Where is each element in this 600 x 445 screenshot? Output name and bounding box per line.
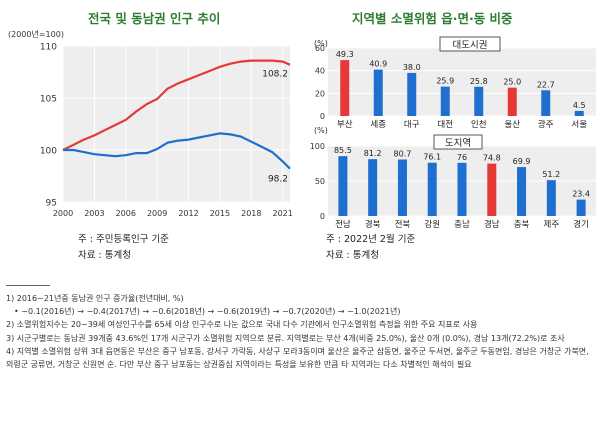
data-label: 81.2 <box>364 149 382 158</box>
data-label: 69.9 <box>513 157 531 166</box>
bar-인천 <box>474 86 484 116</box>
category-label: 전북 <box>395 219 411 230</box>
footnote-separator <box>6 285 50 286</box>
bar-경기 <box>576 199 586 216</box>
y-tick-label: 105 <box>40 95 57 105</box>
category-label: 제주 <box>544 220 560 230</box>
data-label: 51.2 <box>542 170 560 179</box>
panel-name: 도지역 <box>445 138 471 149</box>
category-label: 충남 <box>454 220 470 230</box>
line-chart: 95 100 105 110 2000 2003 2006 2009 2012 2015 2018 2… <box>40 43 293 219</box>
bar-서울 <box>574 110 584 116</box>
x-tick-label: 2018 <box>241 209 261 218</box>
data-label: 49.3 <box>336 50 354 59</box>
bar-세종 <box>373 69 383 116</box>
data-label: 85.5 <box>334 146 352 155</box>
bar-울산 <box>507 87 517 116</box>
x-tick-label: 2000 <box>53 209 73 218</box>
series-end-label: 98.2 <box>268 175 288 185</box>
bar-경남 <box>487 163 497 216</box>
data-label: 25.8 <box>470 77 488 86</box>
footnote-2: 2) 소멸위험지수는 20~39세 여성인구수를 65세 이상 인구수로 나눈 … <box>6 320 478 330</box>
data-label: 40.9 <box>369 60 387 69</box>
data-label: 74.8 <box>483 154 501 163</box>
bar-부산 <box>340 60 350 116</box>
unit-label: (%) <box>314 39 328 48</box>
panel-name-box <box>439 36 501 52</box>
footnote-1: 1) 2016~21년중 동남권 인구 증가율(전년대비, %) <box>6 294 184 303</box>
footnote-4: 4) 지역별 소멸위험 상위 3대 읍면동은 부산은 중구 남포동, 강서구 가… <box>6 346 589 370</box>
category-label: 경북 <box>365 219 381 230</box>
bar-대전 <box>440 86 450 116</box>
data-label: 25.9 <box>436 77 454 86</box>
bar-광주 <box>541 90 551 116</box>
x-tick-label: 2015 <box>210 209 230 218</box>
category-label: 경기 <box>573 219 589 230</box>
bar-경북 <box>368 159 378 216</box>
panel-name-box <box>433 134 483 150</box>
panel-name: 대도시권 <box>453 39 488 51</box>
category-label: 울산 <box>504 119 520 130</box>
bar-chart-publisher: 자료 : 통계청 <box>326 250 379 261</box>
data-label: 76 <box>457 153 467 162</box>
x-tick-label: 2003 <box>84 209 104 218</box>
bar-전남 <box>338 156 348 216</box>
bar-충남 <box>457 162 467 216</box>
bar-전북 <box>397 159 407 216</box>
data-label: 76.1 <box>423 153 441 162</box>
y-tick-label: 100 <box>310 142 325 151</box>
category-label: 부산 <box>337 119 353 130</box>
unit-label: (%) <box>314 126 328 135</box>
data-label: 22.7 <box>537 80 555 89</box>
category-label: 강원 <box>424 219 440 230</box>
bar-chart: (%) (%) 0 20 40 60 대도시권 49.3 부산 40.9 세종 38.0 대구 25.9 대… <box>310 36 596 230</box>
line-chart-source: 주 : 주민등록인구 기준 <box>78 234 169 245</box>
bar-대구 <box>407 72 417 116</box>
bar-chart-title: 지역별 소멸위험 읍·면·동 비중 <box>352 11 513 26</box>
category-label: 인천 <box>471 119 487 130</box>
category-label: 광주 <box>538 119 554 130</box>
y-tick-label: 40 <box>315 67 325 76</box>
line-chart-publisher: 자료 : 통계청 <box>78 250 131 261</box>
bar-충북 <box>517 167 527 216</box>
bar-강원 <box>427 162 437 216</box>
category-label: 경남 <box>484 219 500 230</box>
data-label: 23.4 <box>572 190 590 199</box>
category-label: 서울 <box>571 120 587 130</box>
data-label: 80.7 <box>394 150 412 159</box>
y-tick-label: 0 <box>320 112 325 121</box>
x-tick-label: 2006 <box>116 209 136 218</box>
y-tick-label: 110 <box>40 43 57 53</box>
category-label: 충북 <box>514 220 530 230</box>
x-tick-label: 2009 <box>147 209 167 218</box>
x-tick-label: 2012 <box>178 209 198 218</box>
series-end-label: 108.2 <box>262 70 288 80</box>
y-tick-label: 50 <box>315 177 325 186</box>
line-chart-ylabel: (2000년=100) <box>8 30 64 39</box>
plot-area <box>63 46 290 202</box>
category-label: 대구 <box>404 120 420 130</box>
category-label: 대전 <box>437 119 453 130</box>
data-label: 25.0 <box>503 78 521 87</box>
category-label: 세종 <box>370 120 386 130</box>
series-line-0 <box>62 59 291 151</box>
series-line-1 <box>63 132 291 170</box>
y-tick-label: 100 <box>40 147 57 157</box>
panel-plot-area <box>328 48 596 116</box>
category-label: 전남 <box>335 219 351 230</box>
footnote-1-detail: • −0.1(2016년) → −0.4(2017년) → −0.6(2018년… <box>14 307 401 317</box>
y-tick-label: 95 <box>46 199 57 209</box>
line-chart-title: 전국 및 동남권 인구 추이 <box>88 11 221 26</box>
y-tick-label: 60 <box>315 44 325 53</box>
y-tick-label: 0 <box>320 212 325 221</box>
x-tick-label: 2021 <box>272 209 292 218</box>
data-label: 4.5 <box>573 101 586 110</box>
footnotes: 1) 2016~21년중 동남권 인구 증가율(전년대비, %) • −0.1(… <box>6 292 594 371</box>
y-tick-label: 20 <box>315 89 325 98</box>
data-label: 38.0 <box>403 63 421 72</box>
footnote-3: 3) 시군구별로는 동남권 39개중 43.6%인 17개 시군구가 소멸위험 … <box>6 333 565 343</box>
bar-제주 <box>546 180 556 216</box>
bar-chart-source: 주 : 2022년 2월 기준 <box>326 234 416 245</box>
